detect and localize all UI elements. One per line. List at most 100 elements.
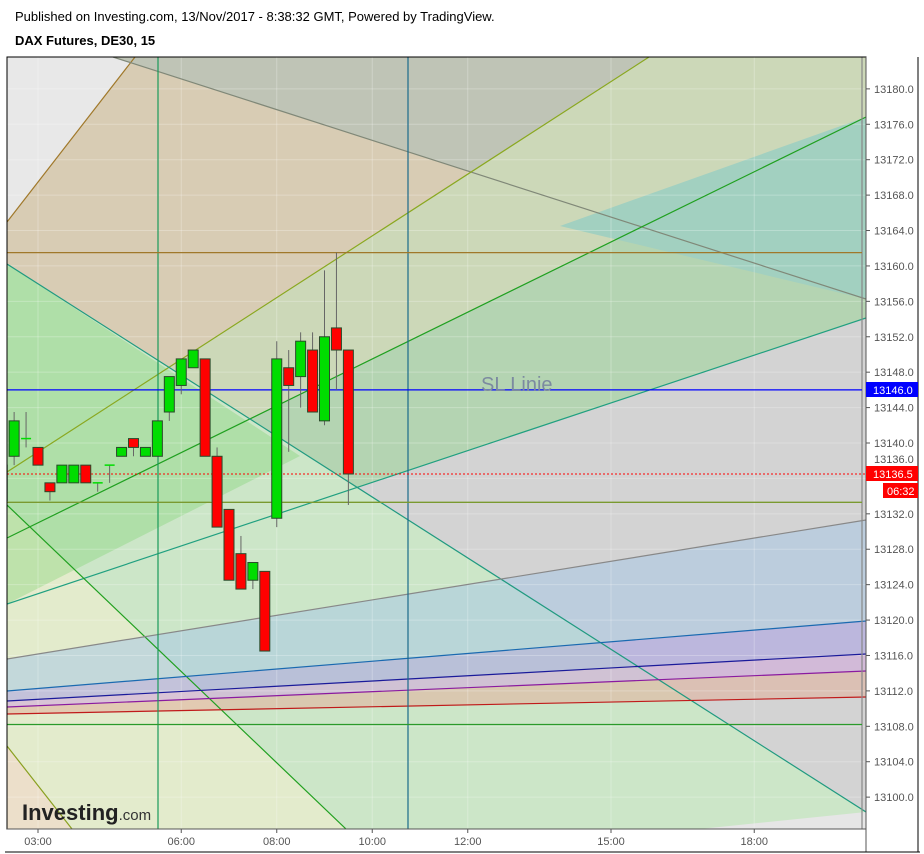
candle-body <box>187 349 199 369</box>
candle <box>44 482 56 501</box>
price-tick-label: 13140.0 <box>874 438 914 450</box>
candle <box>175 358 187 395</box>
candle <box>330 252 342 390</box>
time-tick-label: 08:00 <box>263 836 291 848</box>
candle-body <box>307 349 319 413</box>
price-axis[interactable]: 13100.0 13104.0 13108.0 13112.0 13116.0 13120… <box>865 57 914 852</box>
time-tick-label: 12:00 <box>454 836 482 848</box>
price-tick-label: 13128.0 <box>874 544 914 556</box>
svg-text:06:32: 06:32 <box>887 486 915 498</box>
drawing-fill <box>7 671 866 714</box>
candle-body <box>128 438 139 448</box>
price-tick-label: 13180.0 <box>874 84 914 96</box>
price-tick-label: 13132.0 <box>874 509 914 521</box>
candle <box>21 412 32 448</box>
trend-line <box>112 57 866 300</box>
last-price-badge: 13136.5 <box>866 466 918 481</box>
trend-line <box>7 263 866 813</box>
trend-line <box>7 57 136 223</box>
candle-body <box>56 464 68 484</box>
chart-title: DAX Futures, DE30, 15 <box>15 33 156 48</box>
investing-logo: Investing.com <box>22 800 151 825</box>
candle <box>32 446 44 466</box>
grid <box>7 57 866 829</box>
candle <box>56 464 68 484</box>
candle <box>271 341 283 528</box>
candle-body <box>7 464 8 502</box>
trend-line <box>7 504 347 829</box>
price-tick-label: 13124.0 <box>874 580 914 592</box>
price-tick-label: 13100.0 <box>874 792 914 804</box>
price-tick-label: 13104.0 <box>874 757 914 769</box>
price-tick-label: 13172.0 <box>874 155 914 167</box>
candle-body <box>211 455 223 528</box>
candle <box>307 332 319 413</box>
trend-line <box>7 317 866 605</box>
sl-line-label: SL Linie <box>481 374 553 396</box>
drawing-fill <box>700 812 866 829</box>
price-tick-label: 13112.0 <box>874 686 913 698</box>
trend-line <box>7 620 866 692</box>
time-tick-label: 15:00 <box>597 836 625 848</box>
candle <box>342 349 354 505</box>
candle-body <box>199 358 211 457</box>
drawing-fill <box>560 117 866 299</box>
trend-line <box>7 57 650 473</box>
price-tick-label: 13168.0 <box>874 190 914 202</box>
candle <box>92 482 103 492</box>
candle <box>128 438 139 457</box>
candle-body <box>175 358 187 386</box>
candle-body <box>44 482 56 493</box>
candle <box>283 350 295 452</box>
price-tick-label: 13148.0 <box>874 367 914 379</box>
time-tick-label: 18:00 <box>740 836 768 848</box>
svg-text:13136.5: 13136.5 <box>873 469 913 481</box>
candle-body <box>151 420 163 457</box>
candle <box>8 412 20 466</box>
bar-countdown-badge: 06:32 <box>883 483 918 498</box>
candle <box>247 562 259 590</box>
price-tick-label: 13136.0 <box>874 454 914 466</box>
candle <box>235 535 247 590</box>
svg-text:Investing.com: Investing.com <box>22 800 151 825</box>
candle-body <box>116 446 128 457</box>
price-tick-label: 13120.0 <box>874 615 914 627</box>
candle-body <box>139 446 151 457</box>
candle-body <box>8 420 20 457</box>
candle <box>211 447 223 528</box>
price-tick-label: 13164.0 <box>874 226 914 238</box>
candle-body <box>68 464 80 484</box>
candles <box>7 252 354 652</box>
candle-body <box>319 336 330 422</box>
candle <box>259 570 271 652</box>
drawing-fill <box>7 654 866 707</box>
price-tick-label: 13176.0 <box>874 119 914 131</box>
price-tick-label: 13156.0 <box>874 296 914 308</box>
candle <box>139 446 151 457</box>
candle-body <box>342 349 354 475</box>
time-tick-label: 10:00 <box>358 836 386 848</box>
trend-line <box>7 670 866 708</box>
candle <box>223 508 235 581</box>
candle <box>80 464 92 484</box>
candle <box>295 332 307 408</box>
price-tick-label: 13116.0 <box>874 650 913 662</box>
drawing-fill <box>7 520 866 691</box>
candle-body <box>259 570 271 652</box>
candle-body <box>80 464 92 484</box>
price-tick-label: 13160.0 <box>874 261 914 273</box>
sl-price-badge: 13146.0 <box>866 382 918 397</box>
time-axis[interactable]: 03:00 06:00 08:00 10:00 12:00 15:00 18:00 <box>7 828 866 848</box>
candle <box>163 376 175 421</box>
candle <box>68 464 80 484</box>
candle-body <box>247 562 259 581</box>
candle <box>104 464 115 483</box>
time-tick-label: 03:00 <box>24 836 52 848</box>
trend-line <box>7 519 866 660</box>
trend-line <box>7 653 866 702</box>
price-tick-label: 13108.0 <box>874 721 914 733</box>
candle <box>7 464 8 502</box>
time-tick-label: 06:00 <box>167 836 195 848</box>
price-tick-label: 13144.0 <box>874 403 914 415</box>
